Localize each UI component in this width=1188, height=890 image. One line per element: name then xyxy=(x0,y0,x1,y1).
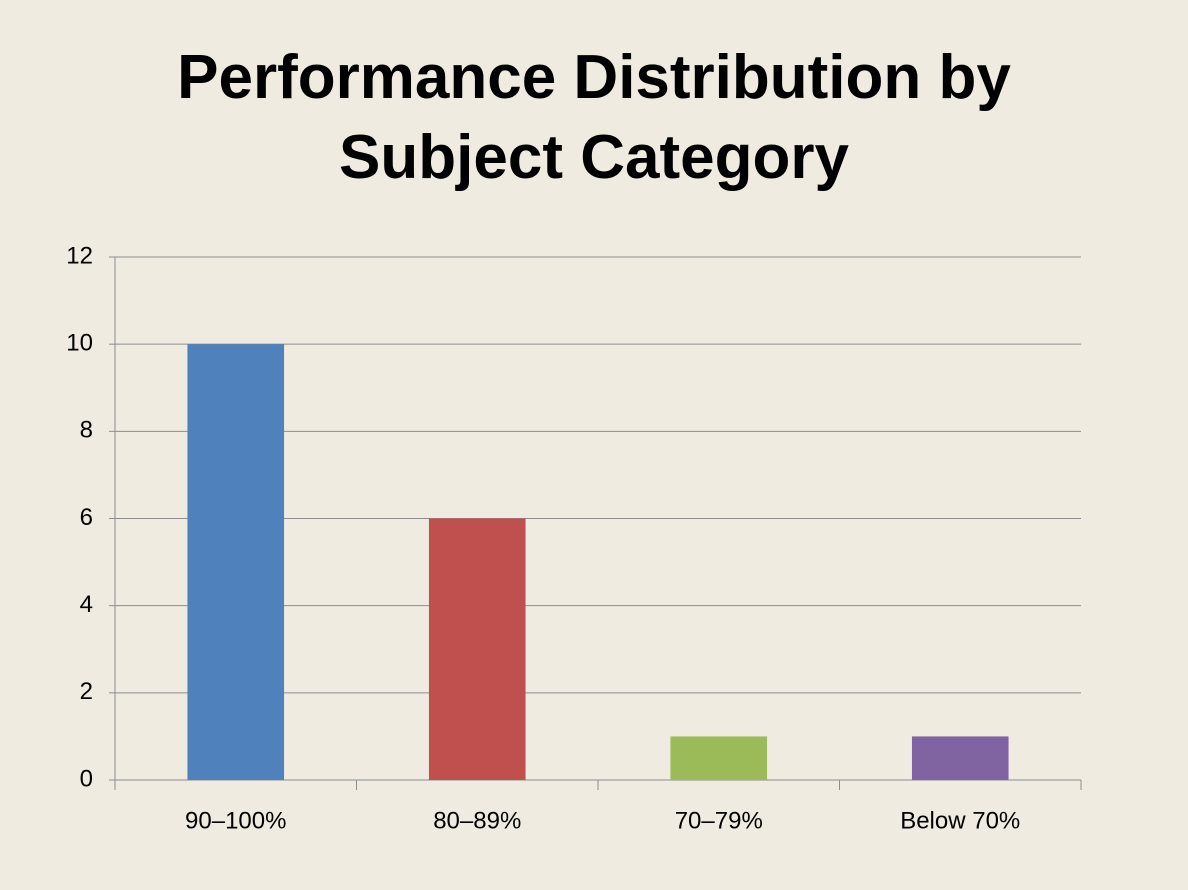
y-tick-label: 4 xyxy=(80,591,93,618)
x-tick-label: 80–89% xyxy=(433,807,521,834)
y-tick-label: 10 xyxy=(66,330,93,357)
x-tick-label: 90–100% xyxy=(185,807,286,834)
y-tick-label: 2 xyxy=(80,678,93,705)
bar xyxy=(187,344,285,780)
chart-title: Performance Distribution by Subject Cate… xyxy=(177,43,1011,192)
x-tick-label: Below 70% xyxy=(900,807,1020,834)
x-tick-label: 70–79% xyxy=(675,807,763,834)
y-tick-label: 12 xyxy=(66,242,93,269)
bar xyxy=(428,518,526,780)
y-tick-label: 0 xyxy=(80,765,93,792)
bar xyxy=(670,736,768,780)
bar xyxy=(911,736,1009,780)
y-tick-label: 6 xyxy=(80,504,93,531)
y-tick-label: 8 xyxy=(80,417,93,444)
